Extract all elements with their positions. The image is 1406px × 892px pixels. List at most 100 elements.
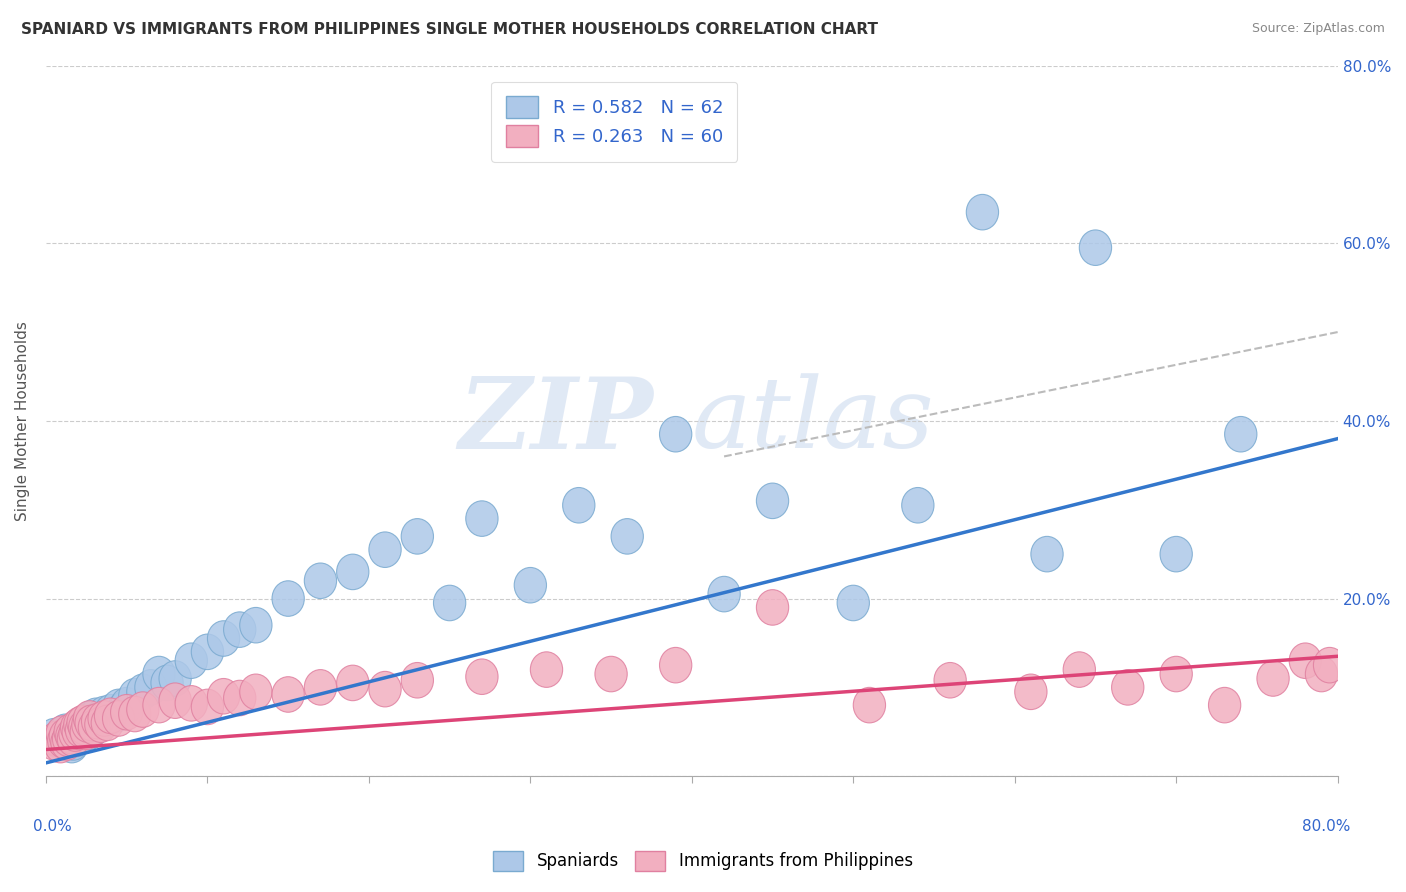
Ellipse shape xyxy=(159,683,191,718)
Text: ZIP: ZIP xyxy=(458,373,652,469)
Ellipse shape xyxy=(52,721,84,756)
Ellipse shape xyxy=(304,670,336,706)
Ellipse shape xyxy=(111,695,143,730)
Ellipse shape xyxy=(176,643,208,679)
Ellipse shape xyxy=(465,659,498,695)
Ellipse shape xyxy=(38,724,70,760)
Ellipse shape xyxy=(94,698,127,733)
Ellipse shape xyxy=(1313,648,1346,683)
Ellipse shape xyxy=(103,690,135,724)
Ellipse shape xyxy=(176,686,208,721)
Ellipse shape xyxy=(63,715,96,751)
Text: 0.0%: 0.0% xyxy=(34,819,72,834)
Ellipse shape xyxy=(79,709,111,745)
Ellipse shape xyxy=(59,715,91,751)
Ellipse shape xyxy=(208,621,239,657)
Ellipse shape xyxy=(224,681,256,715)
Ellipse shape xyxy=(135,670,167,706)
Ellipse shape xyxy=(42,723,75,758)
Ellipse shape xyxy=(191,690,224,724)
Ellipse shape xyxy=(75,706,107,740)
Ellipse shape xyxy=(1063,652,1095,688)
Ellipse shape xyxy=(143,657,176,692)
Ellipse shape xyxy=(709,576,740,612)
Ellipse shape xyxy=(48,723,80,758)
Ellipse shape xyxy=(304,563,336,599)
Ellipse shape xyxy=(53,718,86,754)
Ellipse shape xyxy=(73,701,105,736)
Ellipse shape xyxy=(143,688,176,723)
Ellipse shape xyxy=(433,585,465,621)
Ellipse shape xyxy=(79,709,111,745)
Ellipse shape xyxy=(56,718,89,754)
Ellipse shape xyxy=(84,706,117,742)
Ellipse shape xyxy=(58,721,90,756)
Ellipse shape xyxy=(1112,670,1144,706)
Ellipse shape xyxy=(82,706,114,740)
Ellipse shape xyxy=(97,698,129,733)
Ellipse shape xyxy=(49,718,82,754)
Ellipse shape xyxy=(530,652,562,688)
Ellipse shape xyxy=(1160,657,1192,692)
Ellipse shape xyxy=(75,701,107,736)
Ellipse shape xyxy=(51,721,83,756)
Ellipse shape xyxy=(59,715,91,751)
Ellipse shape xyxy=(94,695,127,730)
Ellipse shape xyxy=(127,692,159,727)
Ellipse shape xyxy=(111,688,143,723)
Ellipse shape xyxy=(934,663,966,698)
Ellipse shape xyxy=(150,665,183,701)
Ellipse shape xyxy=(49,714,82,749)
Ellipse shape xyxy=(60,721,93,756)
Ellipse shape xyxy=(63,706,96,742)
Ellipse shape xyxy=(60,709,93,745)
Ellipse shape xyxy=(62,709,94,745)
Ellipse shape xyxy=(1257,661,1289,697)
Ellipse shape xyxy=(107,692,139,727)
Ellipse shape xyxy=(62,714,94,749)
Ellipse shape xyxy=(65,712,97,747)
Text: atlas: atlas xyxy=(692,373,935,468)
Ellipse shape xyxy=(271,581,304,616)
Ellipse shape xyxy=(612,518,644,554)
Ellipse shape xyxy=(89,701,121,736)
Ellipse shape xyxy=(69,706,101,740)
Ellipse shape xyxy=(118,679,150,714)
Ellipse shape xyxy=(515,567,547,603)
Ellipse shape xyxy=(239,674,271,709)
Ellipse shape xyxy=(756,590,789,625)
Legend: Spaniards, Immigrants from Philippines: Spaniards, Immigrants from Philippines xyxy=(485,842,921,880)
Ellipse shape xyxy=(1080,230,1112,266)
Ellipse shape xyxy=(271,677,304,712)
Ellipse shape xyxy=(53,714,86,749)
Ellipse shape xyxy=(562,488,595,523)
Ellipse shape xyxy=(41,721,73,756)
Ellipse shape xyxy=(72,706,104,742)
Text: SPANIARD VS IMMIGRANTS FROM PHILIPPINES SINGLE MOTHER HOUSEHOLDS CORRELATION CHA: SPANIARD VS IMMIGRANTS FROM PHILIPPINES … xyxy=(21,22,879,37)
Ellipse shape xyxy=(127,674,159,709)
Ellipse shape xyxy=(70,714,103,749)
Ellipse shape xyxy=(1209,688,1240,723)
Ellipse shape xyxy=(56,727,89,763)
Ellipse shape xyxy=(159,661,191,697)
Ellipse shape xyxy=(91,701,124,736)
Text: Source: ZipAtlas.com: Source: ZipAtlas.com xyxy=(1251,22,1385,36)
Ellipse shape xyxy=(1015,674,1047,709)
Ellipse shape xyxy=(82,704,114,739)
Ellipse shape xyxy=(103,701,135,736)
Ellipse shape xyxy=(465,500,498,536)
Y-axis label: Single Mother Households: Single Mother Households xyxy=(15,321,30,521)
Ellipse shape xyxy=(401,663,433,698)
Ellipse shape xyxy=(336,665,368,701)
Legend: R = 0.582   N = 62, R = 0.263   N = 60: R = 0.582 N = 62, R = 0.263 N = 60 xyxy=(491,82,738,162)
Ellipse shape xyxy=(208,679,239,714)
Ellipse shape xyxy=(966,194,998,230)
Ellipse shape xyxy=(401,518,433,554)
Ellipse shape xyxy=(239,607,271,643)
Ellipse shape xyxy=(45,727,77,763)
Ellipse shape xyxy=(756,483,789,518)
Ellipse shape xyxy=(86,704,118,739)
Ellipse shape xyxy=(72,706,104,742)
Ellipse shape xyxy=(70,709,103,745)
Ellipse shape xyxy=(659,417,692,452)
